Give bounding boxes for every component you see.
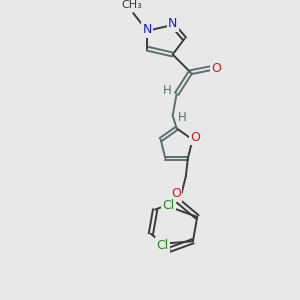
Text: H: H <box>162 83 171 97</box>
Text: N: N <box>142 23 152 36</box>
Text: Cl: Cl <box>163 199 175 212</box>
Text: O: O <box>190 131 200 144</box>
Text: O: O <box>171 187 181 200</box>
Text: Cl: Cl <box>156 239 169 252</box>
Text: O: O <box>211 62 221 75</box>
Text: H: H <box>178 111 187 124</box>
Text: CH₃: CH₃ <box>121 0 142 10</box>
Text: N: N <box>168 17 177 30</box>
